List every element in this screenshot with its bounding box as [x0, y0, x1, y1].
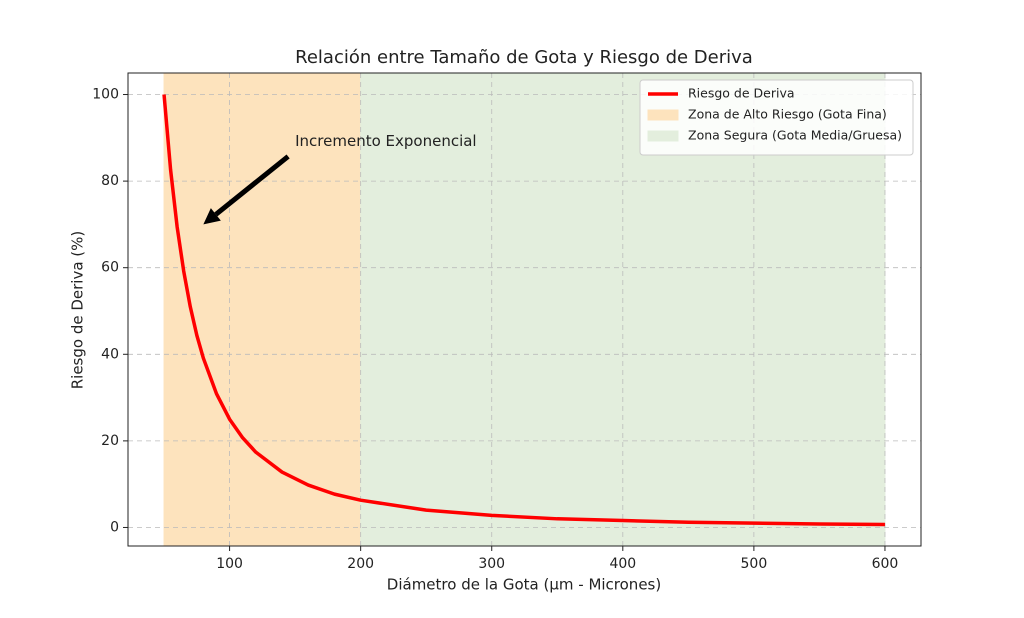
- legend-swatch: [647, 130, 679, 142]
- x-tick-label: 300: [478, 556, 505, 572]
- data-line: [162, 94, 885, 527]
- annotation-text: Incremento Exponencial: [295, 132, 477, 150]
- y-tick-label: 100: [92, 87, 119, 103]
- y-tick-label: 0: [110, 519, 119, 535]
- annotation-arrowhead: [203, 208, 221, 225]
- y-tick-label: 60: [101, 260, 119, 276]
- x-tick-label: 500: [741, 556, 768, 572]
- x-tick-label: 200: [347, 556, 374, 572]
- legend-swatch: [647, 109, 679, 121]
- y-axis-label: Riesgo de Deriva (%): [69, 231, 87, 390]
- plot-frame: [127, 72, 922, 547]
- chart-title: Relación entre Tamaño de Gota y Riesgo d…: [295, 47, 753, 68]
- x-tick-label: 100: [216, 556, 243, 572]
- annotation-arrow: [214, 154, 290, 217]
- legend-label: Zona Segura (Gota Media/Gruesa): [688, 128, 902, 143]
- legend-label: Riesgo de Deriva: [688, 86, 795, 101]
- y-tick-label: 20: [101, 433, 119, 449]
- x-tick-label: 400: [609, 556, 636, 572]
- x-axis-label: Diámetro de la Gota (µm - Micrones): [387, 576, 661, 594]
- shaded-zone: [163, 72, 362, 547]
- y-tick-label: 80: [101, 173, 119, 189]
- y-tick-label: 40: [101, 346, 119, 362]
- x-tick-label: 600: [872, 556, 899, 572]
- legend-label: Zona de Alto Riesgo (Gota Fina): [688, 107, 887, 122]
- legend-box: [639, 79, 914, 156]
